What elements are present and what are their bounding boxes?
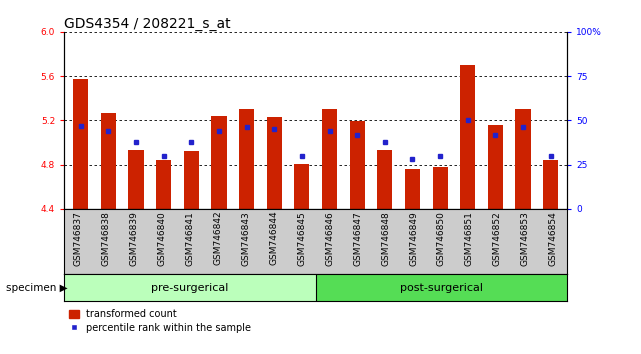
Bar [239,109,254,209]
Bar [73,79,88,209]
Bar [322,109,337,209]
Text: GSM746850: GSM746850 [437,211,446,266]
Bar [128,150,144,209]
Bar [101,113,116,209]
Text: GSM746848: GSM746848 [381,211,390,266]
Bar [433,167,447,209]
Text: GDS4354 / 208221_s_at: GDS4354 / 208221_s_at [64,17,231,31]
Bar [349,121,365,209]
Text: GSM746846: GSM746846 [325,211,334,266]
Text: GSM746853: GSM746853 [521,211,530,266]
Text: GSM746843: GSM746843 [241,211,250,266]
Text: GSM746849: GSM746849 [409,211,418,266]
Bar [184,152,199,209]
Bar [64,274,315,301]
Text: GSM746840: GSM746840 [158,211,167,266]
Legend: transformed count, percentile rank within the sample: transformed count, percentile rank withi… [69,309,251,333]
Text: specimen ▶: specimen ▶ [6,282,68,293]
Text: GSM746841: GSM746841 [185,211,194,266]
Bar [405,169,420,209]
Text: GSM746845: GSM746845 [297,211,306,266]
Text: post-surgerical: post-surgerical [400,282,483,293]
Bar [377,150,392,209]
Bar [488,125,503,209]
Text: GSM746839: GSM746839 [129,211,138,266]
Bar [543,160,558,209]
Text: GSM746851: GSM746851 [465,211,474,266]
Text: GSM746837: GSM746837 [74,211,83,266]
Text: GSM746838: GSM746838 [101,211,110,266]
Text: GSM746844: GSM746844 [269,211,278,266]
Bar [212,116,226,209]
Bar [460,65,476,209]
Bar [515,109,531,209]
Bar [315,274,567,301]
Text: GSM746852: GSM746852 [493,211,502,266]
Text: GSM746842: GSM746842 [213,211,222,266]
Bar [294,164,310,209]
Bar [267,117,282,209]
Bar [156,160,171,209]
Text: GSM746854: GSM746854 [549,211,558,266]
Text: pre-surgerical: pre-surgerical [151,282,229,293]
Text: GSM746847: GSM746847 [353,211,362,266]
